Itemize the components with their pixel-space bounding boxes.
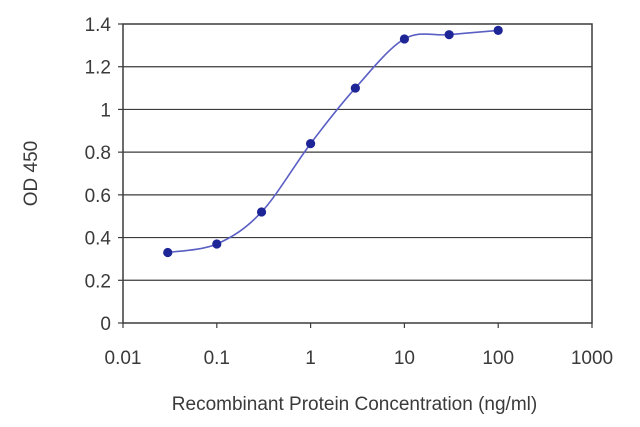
- x-axis-ticks: 0.01 0.1 1 10 100 1000: [105, 323, 613, 369]
- y-tick-label: 1.2: [85, 58, 111, 79]
- x-tick-label: 10: [394, 348, 415, 369]
- data-point: [163, 247, 173, 258]
- x-tick-label: 1: [305, 348, 316, 369]
- x-axis-label: Recombinant Protein Concentration (ng/ml…: [172, 394, 537, 415]
- data-point: [444, 30, 454, 40]
- data-point: [256, 207, 267, 217]
- x-tick-label: 0.01: [105, 348, 142, 369]
- data-point: [399, 34, 409, 44]
- y-tick-label: 0.6: [85, 186, 111, 207]
- y-tick-label: 1.4: [85, 15, 112, 36]
- y-axis-ticks: 0 0.2 0.4 0.6 0.8 1 1.2 1.4: [85, 15, 123, 335]
- data-point: [212, 239, 222, 249]
- series-layer: [163, 25, 503, 258]
- plot-frame: [122, 23, 593, 324]
- y-tick-label: 0: [100, 314, 111, 335]
- grid-lines: [123, 66, 592, 281]
- x-tick-label: 100: [482, 348, 514, 369]
- y-tick-label: 0.4: [85, 229, 112, 250]
- data-point: [306, 139, 316, 149]
- y-tick-label: 0.8: [85, 143, 111, 164]
- data-point: [493, 25, 503, 36]
- y-tick-label: 0.2: [85, 271, 111, 292]
- y-tick-label: 1: [100, 100, 111, 121]
- x-tick-label: 0.1: [204, 348, 230, 369]
- series-line: [167, 29, 499, 254]
- data-point: [350, 83, 360, 93]
- y-axis-label: OD 450: [21, 141, 42, 206]
- x-tick-label: 1000: [571, 348, 613, 369]
